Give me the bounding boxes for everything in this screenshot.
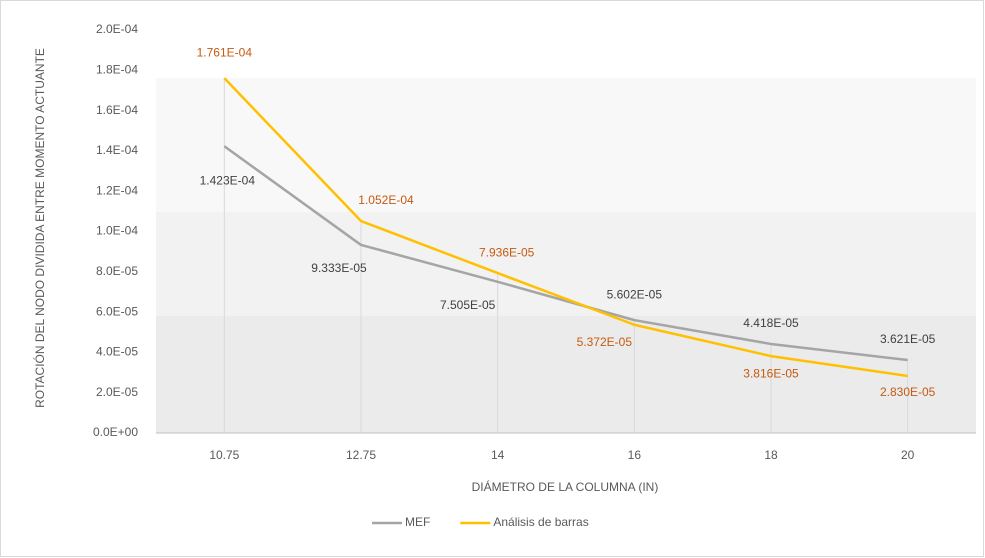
y-tick-label: 1.2E-04 xyxy=(96,183,138,197)
data-label: 3.621E-05 xyxy=(880,332,936,346)
data-label: 4.418E-05 xyxy=(743,316,799,330)
data-label: 5.602E-05 xyxy=(607,287,663,301)
y-tick-label: 1.4E-04 xyxy=(96,143,138,157)
legend-label: MEF xyxy=(405,515,430,529)
data-label: 5.372E-05 xyxy=(577,335,633,349)
series-line xyxy=(223,145,908,362)
x-tick-label: 10.75 xyxy=(209,448,239,462)
legend-label: Análisis de barras xyxy=(493,515,588,529)
data-label: 7.936E-05 xyxy=(479,245,535,259)
y-tick-label: 6.0E-05 xyxy=(96,304,138,318)
y-tick-label: 4.0E-05 xyxy=(96,345,138,359)
y-axis-label: ROTACIÓN DEL NODO DIVIDIDA ENTRE MOMENTO… xyxy=(33,48,47,408)
y-tick-label: 1.8E-04 xyxy=(96,62,138,76)
y-tick-label: 1.0E-04 xyxy=(96,224,138,238)
y-tick-label: 2.0E-05 xyxy=(96,385,138,399)
x-axis-label: DIÁMETRO DE LA COLUMNA (IN) xyxy=(472,479,659,494)
x-tick-label: 18 xyxy=(764,448,778,462)
data-label: 1.052E-04 xyxy=(358,193,414,207)
y-tick-label: 2.0E-04 xyxy=(96,22,138,36)
y-tick-label: 0.0E+00 xyxy=(93,425,138,439)
background-band xyxy=(156,316,976,433)
series-line xyxy=(223,77,908,378)
y-tick-label: 1.6E-04 xyxy=(96,103,138,117)
data-label: 9.333E-05 xyxy=(311,261,367,275)
x-tick-label: 20 xyxy=(901,448,915,462)
data-label: 2.830E-05 xyxy=(880,385,936,399)
data-label: 1.423E-04 xyxy=(200,173,256,187)
data-label: 7.505E-05 xyxy=(440,298,496,312)
x-tick-label: 12.75 xyxy=(346,448,376,462)
x-tick-label: 14 xyxy=(491,448,505,462)
data-label: 3.816E-05 xyxy=(743,366,799,380)
data-label: 1.761E-04 xyxy=(197,45,253,59)
x-tick-label: 16 xyxy=(628,448,642,462)
y-tick-label: 8.0E-05 xyxy=(96,264,138,278)
